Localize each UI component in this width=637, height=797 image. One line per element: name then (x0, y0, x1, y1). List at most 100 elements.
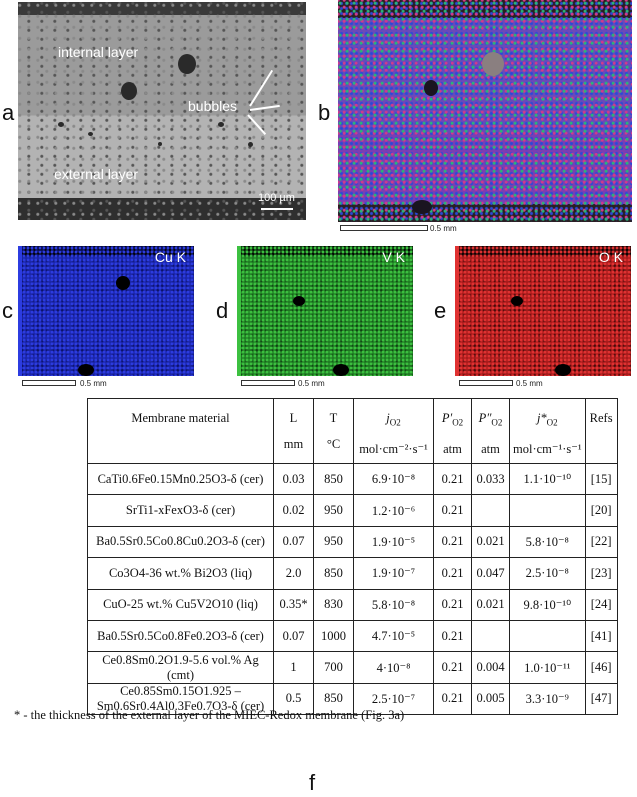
panel-label-f: f (309, 770, 316, 795)
cell-p-permeate: 0.004 (471, 651, 510, 684)
cell-L: 2.0 (273, 557, 314, 590)
bubble-arrow (247, 114, 267, 135)
table-row: CuO-25 wt.% Cu5V2O10 (liq) 0.35* 830 5.8… (87, 588, 618, 621)
cell-flux: 4.7·10⁻⁵ (353, 619, 434, 653)
cell-p-permeate: 0.021 (471, 588, 510, 621)
v-scale-bar (241, 380, 295, 386)
table-row: Ba0.5Sr0.5Co0.8Cu0.2O3-δ (cer) 0.07 950 … (87, 525, 618, 559)
cell-flux: 6.9·10⁻⁸ (353, 462, 434, 496)
cell-ref: [46] (584, 651, 618, 684)
bubble-arrow (249, 104, 280, 111)
cell-specific-flux: 1.0·10⁻¹¹ (509, 651, 586, 684)
table-row: SrTi1-xFexO3-δ (cer) 0.02 950 1.2·10⁻⁶ 0… (87, 494, 618, 527)
table-footnote: * - the thickness of the external layer … (14, 708, 405, 722)
cell-ref: [47] (584, 682, 618, 716)
bubbles-label: bubbles (188, 98, 238, 114)
cell-T: 850 (313, 462, 354, 496)
cell-flux: 2.5·10⁻⁷ (353, 682, 434, 716)
cell-material: CaTi0.6Fe0.15Mn0.25O3-δ (cer) (87, 462, 274, 496)
cell-p-feed: 0.21 (433, 557, 472, 590)
header-T: T °C (313, 398, 354, 464)
table-row: Ce0.85Sm0.15O1.925 – Sm0.6Sr0.4Al0.3Fe0.… (87, 682, 618, 716)
cell-p-feed: 0.21 (433, 619, 472, 653)
header-material: Membrane material (87, 398, 274, 464)
sem-scale-bar (261, 208, 293, 210)
panel-label-e: e (434, 298, 447, 323)
cell-specific-flux: 5.8·10⁻⁸ (509, 525, 586, 559)
cell-ref: [22] (584, 525, 618, 559)
bubble-arrow (249, 69, 274, 107)
cell-p-feed: 0.21 (433, 462, 472, 496)
cell-specific-flux (509, 494, 586, 527)
panel-label-c: c (2, 298, 13, 323)
cell-L: 1 (273, 651, 314, 684)
cell-flux: 1.9·10⁻⁷ (353, 557, 434, 590)
table-row: CaTi0.6Fe0.15Mn0.25O3-δ (cer) 0.03 850 6… (87, 462, 618, 496)
sem-micrograph: internal layer bubbles external layer 10… (18, 2, 306, 220)
cell-L: 0.5 (273, 682, 314, 716)
internal-layer-label: internal layer (58, 44, 139, 60)
cell-L: 0.03 (273, 462, 314, 496)
cu-scale-label: 0.5 mm (80, 379, 107, 388)
cell-ref: [20] (584, 494, 618, 527)
cell-material: Co3O4-36 wt.% Bi2O3 (liq) (87, 557, 274, 590)
cell-flux: 1.9·10⁻⁵ (353, 525, 434, 559)
cell-material: CuO-25 wt.% Cu5V2O10 (liq) (87, 588, 274, 621)
cell-L: 0.07 (273, 619, 314, 653)
o-scale-label: 0.5 mm (516, 379, 543, 388)
cell-material: Ba0.5Sr0.5Co0.8Cu0.2O3-δ (cer) (87, 525, 274, 559)
cu-element-map: Cu K (18, 246, 194, 376)
cell-L: 0.07 (273, 525, 314, 559)
cell-material: Ce0.85Sm0.15O1.925 – Sm0.6Sr0.4Al0.3Fe0.… (87, 682, 274, 716)
header-specific-flux: j*O2 mol·cm⁻¹·s⁻¹ (509, 398, 586, 464)
o-element-map: O K (455, 246, 631, 376)
cell-T: 950 (313, 494, 354, 527)
cell-p-feed: 0.21 (433, 525, 472, 559)
table-row: Ba0.5Sr0.5Co0.8Fe0.2O3-δ (cer) 0.07 1000… (87, 619, 618, 653)
external-layer-label: external layer (54, 166, 139, 182)
cell-L: 0.02 (273, 494, 314, 527)
cell-p-permeate: 0.047 (471, 557, 510, 590)
cell-specific-flux: 1.1·10⁻¹⁰ (509, 462, 586, 496)
o-map-label: O K (598, 249, 623, 265)
cell-flux: 4·10⁻⁸ (353, 651, 434, 684)
cell-ref: [24] (584, 588, 618, 621)
cell-p-permeate (471, 494, 510, 527)
table-row: Co3O4-36 wt.% Bi2O3 (liq) 2.0 850 1.9·10… (87, 557, 618, 590)
panel-label-d: d (216, 298, 229, 323)
header-p-permeate: P″O2 atm (471, 398, 510, 464)
cell-specific-flux: 3.3·10⁻⁹ (509, 682, 586, 716)
table-row: Ce0.8Sm0.2O1.9-5.6 vol.% Ag (cmt) 1 700 … (87, 651, 618, 684)
header-flux: jO2 mol·cm⁻²·s⁻¹ (353, 398, 434, 464)
cell-p-permeate (471, 619, 510, 653)
cell-T: 850 (313, 557, 354, 590)
cell-p-feed: 0.21 (433, 682, 472, 716)
cell-specific-flux: 9.8·10⁻¹⁰ (509, 588, 586, 621)
cell-p-feed: 0.21 (433, 651, 472, 684)
v-element-map: V K (237, 246, 413, 376)
cell-specific-flux (509, 619, 586, 653)
cell-p-permeate: 0.033 (471, 462, 510, 496)
cell-ref: [23] (584, 557, 618, 590)
o-scale-bar (459, 380, 513, 386)
eds-scale-label: 0.5 mm (430, 224, 457, 233)
cell-material: Ba0.5Sr0.5Co0.8Fe0.2O3-δ (cer) (87, 619, 274, 653)
cell-flux: 5.8·10⁻⁸ (353, 588, 434, 621)
cell-T: 950 (313, 525, 354, 559)
cell-ref: [41] (584, 619, 618, 653)
header-refs: Refs (584, 398, 618, 464)
cell-p-feed: 0.21 (433, 588, 472, 621)
cell-ref: [15] (584, 462, 618, 496)
eds-composite-map (338, 0, 632, 222)
cell-material: SrTi1-xFexO3-δ (cer) (87, 494, 274, 527)
panel-label-b: b (318, 100, 331, 125)
cell-flux: 1.2·10⁻⁶ (353, 494, 434, 527)
cell-specific-flux: 2.5·10⁻⁸ (509, 557, 586, 590)
header-p-feed: P′O2 atm (433, 398, 472, 464)
panel-label-a: a (2, 100, 15, 125)
v-scale-label: 0.5 mm (298, 379, 325, 388)
cell-T: 1000 (313, 619, 354, 653)
